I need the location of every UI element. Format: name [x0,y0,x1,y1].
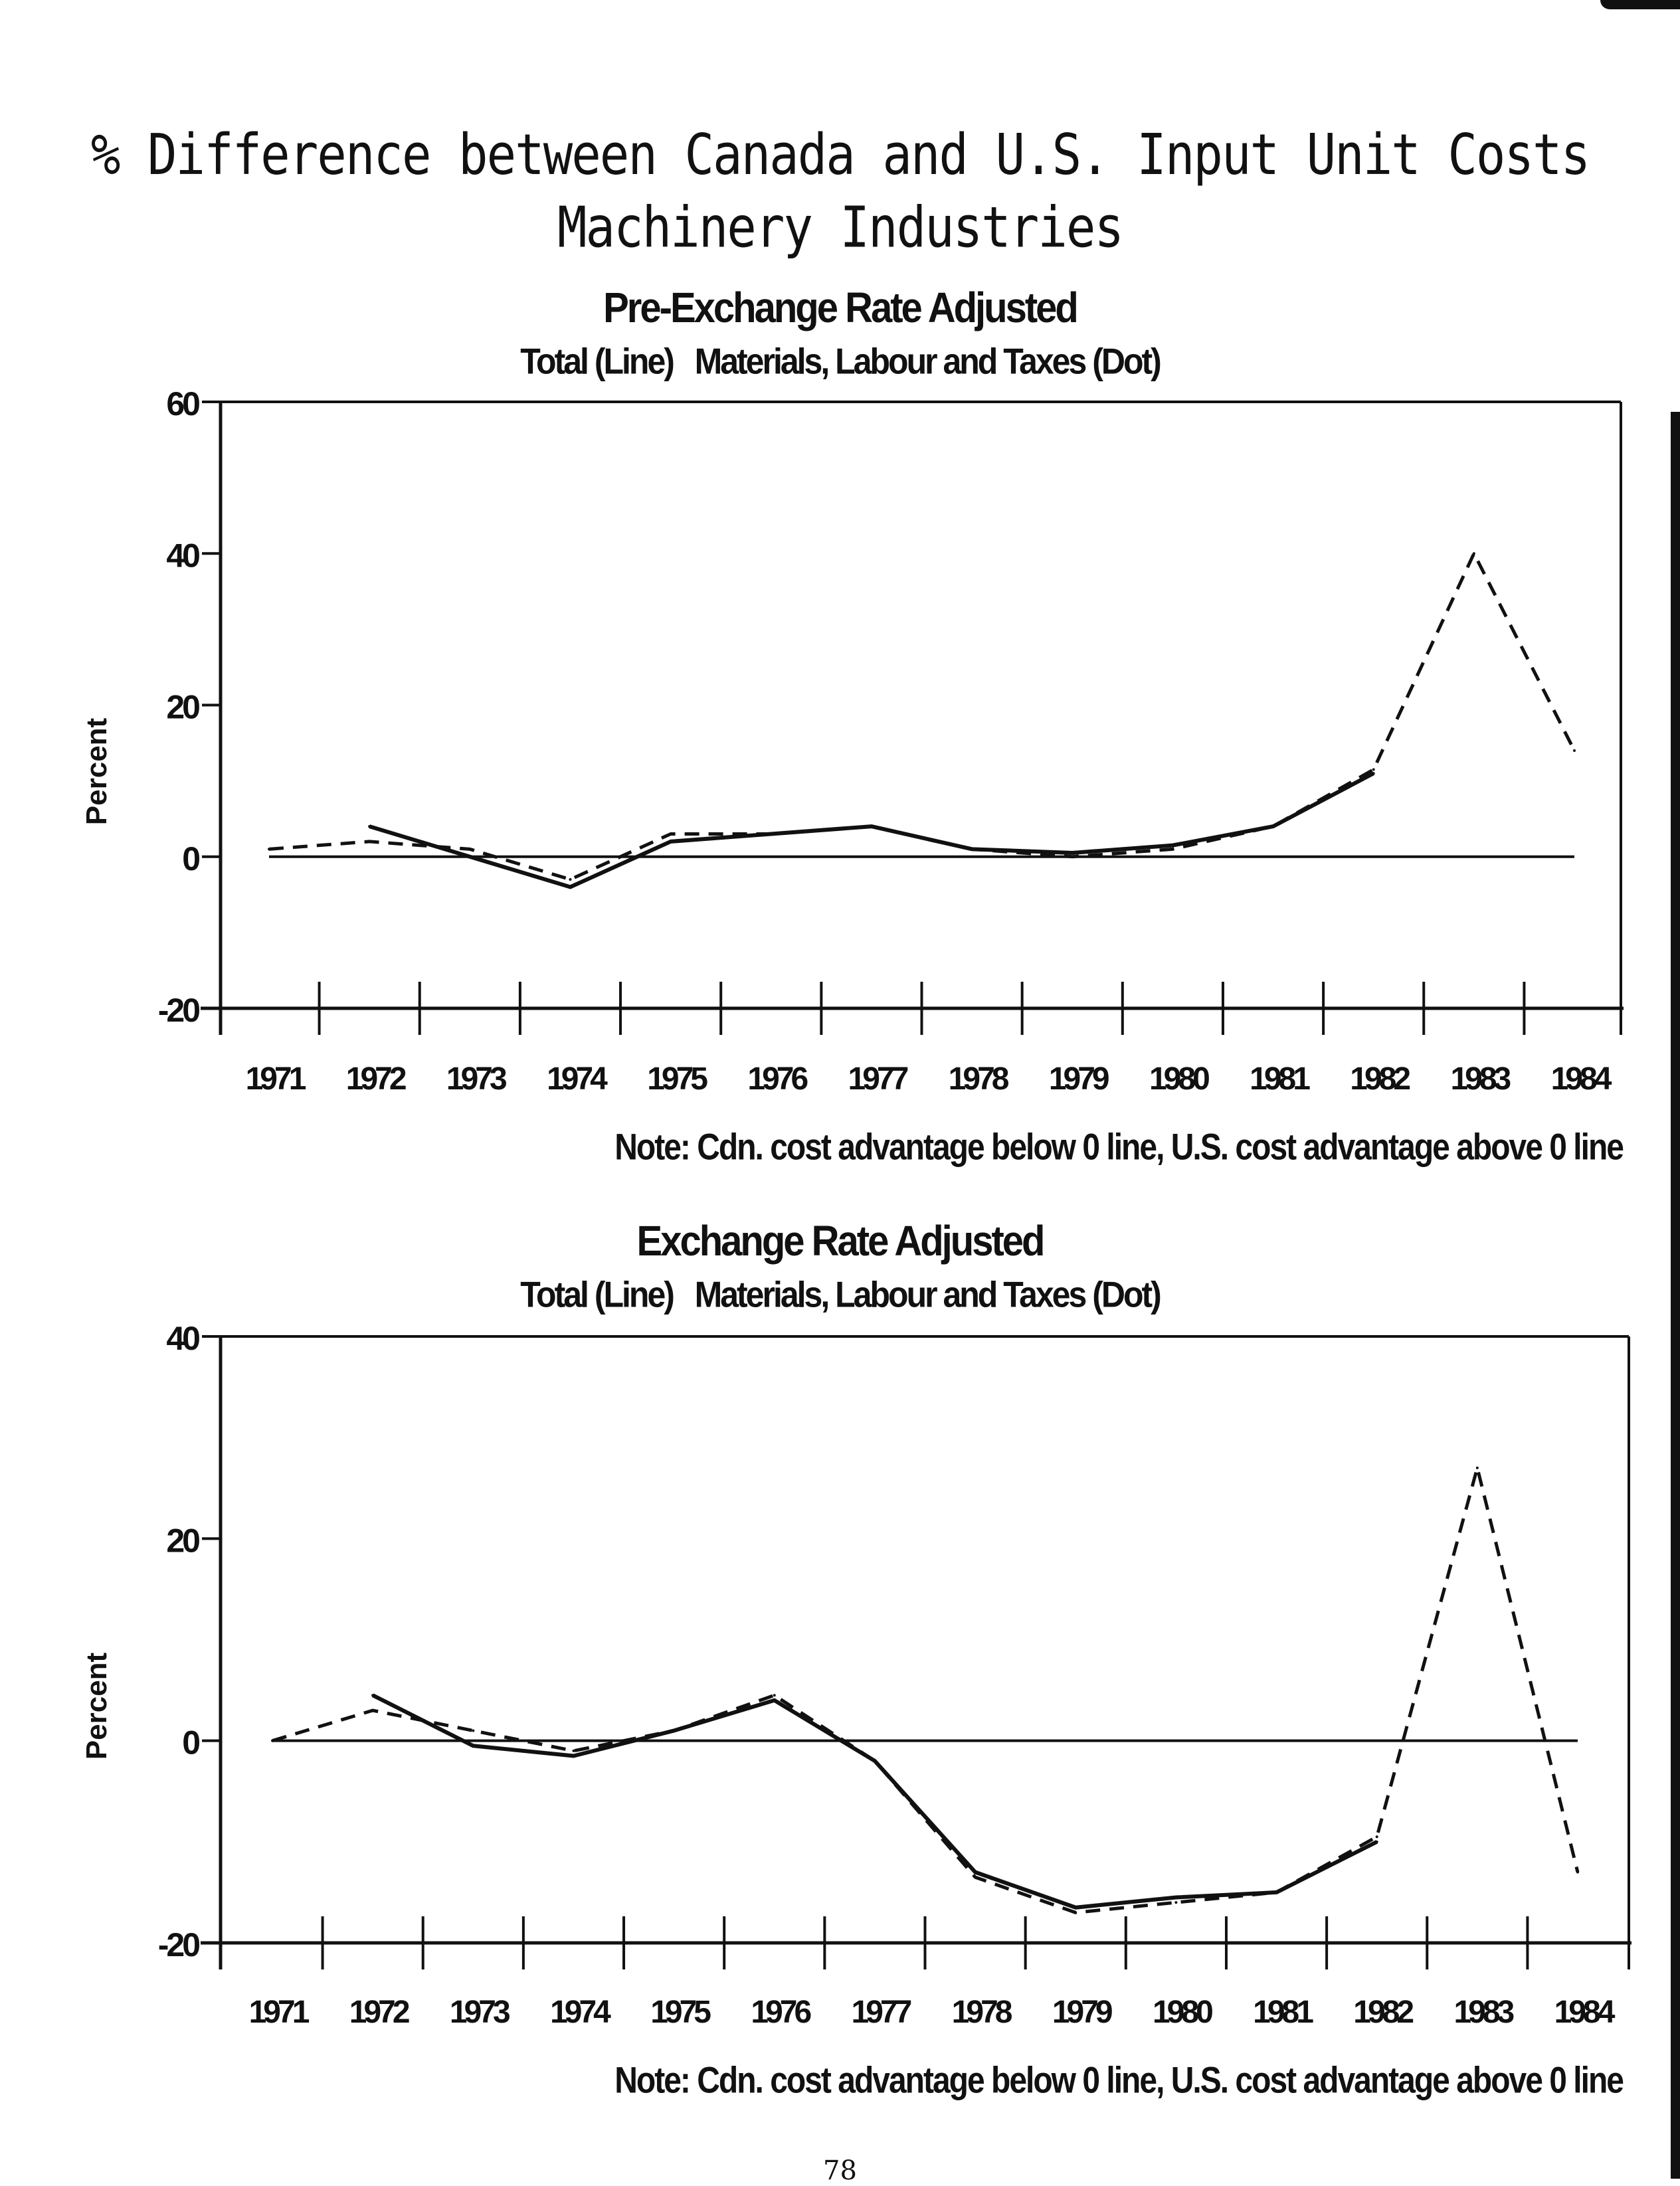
chart1-series1-point [769,832,773,836]
chart1-series1-point [1573,749,1576,752]
page-number: 78 [823,2155,857,2186]
chart2-xtick-label: 1973 [450,1995,510,2030]
chart2-series1-point [1074,1911,1077,1914]
chart1-ytick-label: 60 [166,385,199,422]
chart1-xtick-label: 1974 [547,1061,608,1097]
page-title: % Difference between Canada and U.S. Inp… [90,122,1590,188]
chart2-title: Exchange Rate Adjusted [636,1217,1046,1265]
chart1-series1-point [368,840,371,843]
chart1-note: Note: Cdn. cost advantage below 0 line, … [614,1127,1624,1168]
chart2-series0-point [472,1744,475,1748]
chart2-series1-point [974,1876,977,1879]
page-edge-shadow [1671,412,1680,2179]
chart1-ytick-label: 0 [182,840,199,877]
chart2-series1-point [1375,1835,1378,1839]
chart2-xtick-label: 1980 [1153,1995,1212,2030]
chart2-xtick-label: 1975 [650,1995,711,2030]
chart1-ytick-label: 40 [166,537,199,574]
chart1-xtick-label: 1977 [848,1061,908,1097]
chart1-series0-point [368,825,371,828]
chart2-series1-point [572,1749,575,1752]
chart1-xtick-label: 1979 [1049,1061,1109,1097]
chart2-xtick-label: 1984 [1554,1995,1616,2030]
chart1-xtick-label: 1983 [1450,1061,1510,1097]
chart2-series1-point [672,1729,676,1732]
chart2-ytick-label: 20 [166,1522,199,1559]
chart2-xtick-label: 1971 [249,1995,310,2030]
chart1-series1-point [1071,855,1074,858]
chart1-series0-point [569,885,572,889]
chart1-ytick-label: 20 [166,689,199,726]
chart2-ytick-label: -20 [158,1926,199,1963]
chart2-xtick-label: 1981 [1253,1995,1313,2030]
chart2-xtick-label: 1982 [1353,1995,1413,2030]
page-corner-mark [1600,0,1680,9]
chart2-series-materials-labour-taxes [272,1466,1580,1914]
chart1-series0-point [1171,844,1174,847]
chart1-series1-point [468,848,472,851]
chart2-subtitle: Total (Line) Materials, Labour and Taxes… [520,1274,1162,1315]
chart1-series1-point [971,848,974,851]
chart1-xtick-label: 1971 [246,1061,306,1097]
chart1-series1-point [870,825,873,828]
chart2-series0-point [371,1694,375,1697]
chart1-series-materials-labour-taxes [268,551,1576,881]
chart1-xtick-label: 1973 [446,1061,506,1097]
chart2-xtick-label: 1978 [952,1995,1012,2030]
chart2-series0-point [572,1754,575,1758]
chart2-series1-point [1275,1890,1278,1894]
chart1-xtick-label: 1972 [346,1061,406,1097]
chart2-series1-point [1576,1870,1579,1874]
chart1-series1-point [669,832,672,836]
chart2-ytick-label: 40 [166,1320,199,1357]
chart1-series1-point [268,848,270,851]
chart1-series1-point [1372,768,1375,771]
chart1-series0-point [1071,852,1074,855]
chart1-series0-point [468,855,472,858]
chart2-xtick-label: 1983 [1453,1995,1513,2030]
chart2-series0-point [974,1870,977,1874]
chart1-xtick-label: 1978 [949,1061,1009,1097]
chart2-ytick-label: 0 [182,1724,199,1762]
chart1-ytick-label: -20 [158,992,199,1029]
chart2-xtick-label: 1976 [751,1995,810,2030]
chart1-series-total [369,771,1375,889]
chart1-subtitle: Total (Line) Materials, Labour and Taxes… [520,341,1162,382]
chart1-series1-point [1472,552,1475,555]
chart2-series1-point [271,1739,274,1742]
chart2-series0-point [773,1698,776,1702]
chart1-series0-point [669,840,672,843]
chart2-note: Note: Cdn. cost advantage below 0 line, … [614,2060,1624,2101]
chart2-series1-point [1174,1901,1178,1904]
page-subtitle: Machinery Industries [557,195,1124,261]
chart2-series1-point [773,1694,776,1697]
chart2-xtick-label: 1974 [550,1995,611,2030]
chart2-series1-point [472,1729,475,1732]
chart2-ylabel: Percent [80,1652,113,1760]
chart1-xtick-label: 1982 [1350,1061,1410,1097]
chart1-series1-point [569,877,572,881]
chart2-series0-point [1174,1896,1178,1899]
chart2-xtick-label: 1977 [852,1995,911,2030]
chart1-xtick-label: 1981 [1250,1061,1310,1097]
chart2-series-total [371,1693,1378,1910]
chart2-series1-point [873,1760,876,1763]
chart1-xtick-label: 1975 [647,1061,707,1097]
chart1-series1-point [1171,848,1174,851]
chart1-series1-point [1271,825,1275,828]
chart2-xtick-label: 1979 [1052,1995,1112,2030]
chart1-ylabel: Percent [80,717,113,825]
chart1-xtick-label: 1976 [747,1061,807,1097]
chart1-title: Pre-Exchange Rate Adjusted [603,284,1079,332]
chart2-series1-point [371,1709,375,1712]
chart2-series0-point [1074,1906,1077,1909]
chart2-series0-point [1375,1840,1378,1843]
chart1-xtick-label: 1980 [1149,1061,1209,1097]
chart1-xtick-label: 1984 [1551,1061,1612,1097]
chart2-xtick-label: 1972 [349,1995,409,2030]
chart1-series0-point [1372,772,1375,775]
chart2-series1-point [1475,1466,1479,1469]
